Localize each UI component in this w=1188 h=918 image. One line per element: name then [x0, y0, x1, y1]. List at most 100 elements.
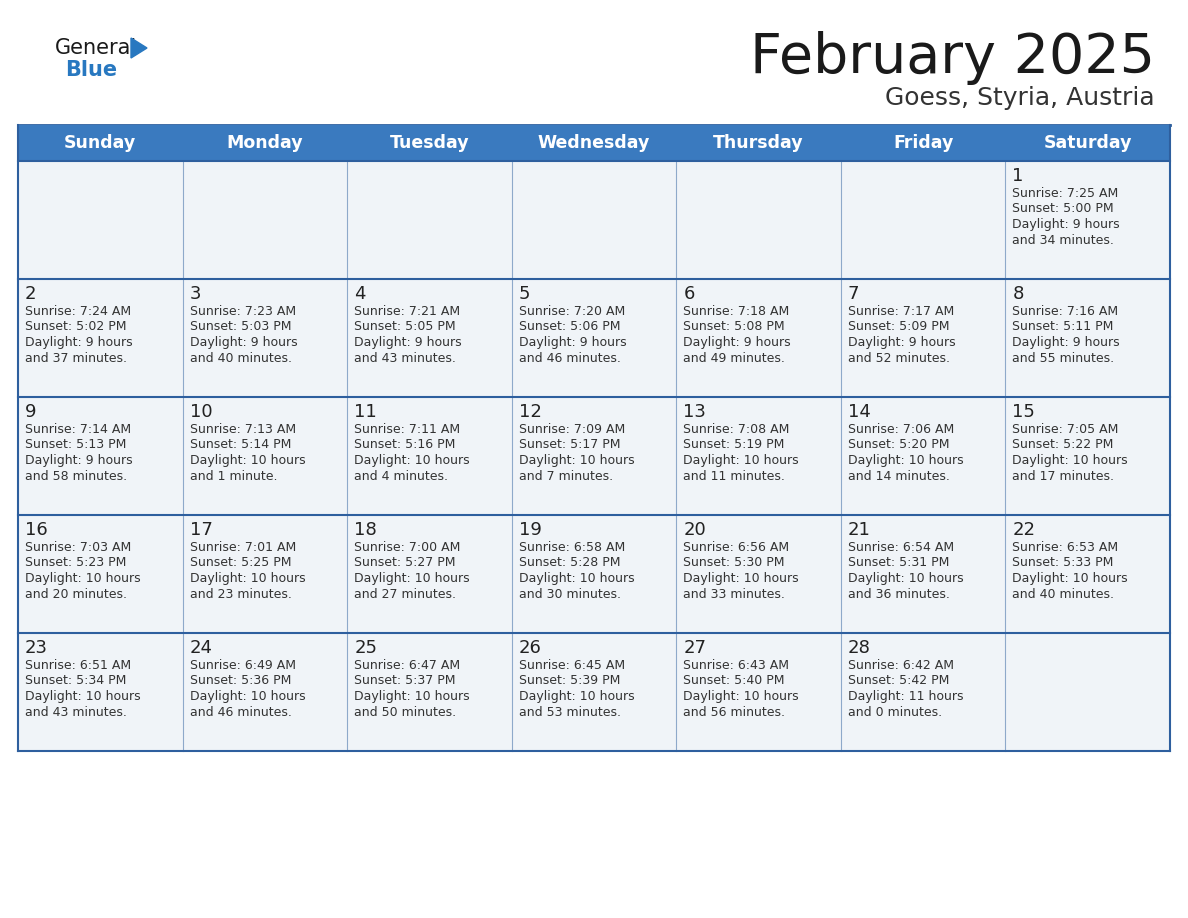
- Text: Daylight: 10 hours: Daylight: 10 hours: [683, 572, 798, 585]
- Text: and 37 minutes.: and 37 minutes.: [25, 352, 127, 364]
- Text: Sunset: 5:09 PM: Sunset: 5:09 PM: [848, 320, 949, 333]
- Text: Sunrise: 7:01 AM: Sunrise: 7:01 AM: [190, 541, 296, 554]
- Text: Sunset: 5:31 PM: Sunset: 5:31 PM: [848, 556, 949, 569]
- Text: 24: 24: [190, 639, 213, 657]
- Text: Sunrise: 7:11 AM: Sunrise: 7:11 AM: [354, 423, 460, 436]
- Text: Sunrise: 7:23 AM: Sunrise: 7:23 AM: [190, 305, 296, 318]
- Text: 2: 2: [25, 285, 37, 303]
- Bar: [18, 397, 1170, 515]
- Text: Sunrise: 6:43 AM: Sunrise: 6:43 AM: [683, 659, 789, 672]
- Text: Daylight: 9 hours: Daylight: 9 hours: [848, 336, 955, 349]
- Text: Tuesday: Tuesday: [390, 134, 469, 152]
- Text: Sunset: 5:40 PM: Sunset: 5:40 PM: [683, 675, 785, 688]
- Text: Sunday: Sunday: [64, 134, 137, 152]
- Text: Saturday: Saturday: [1043, 134, 1132, 152]
- Polygon shape: [131, 38, 147, 58]
- Text: Goess, Styria, Austria: Goess, Styria, Austria: [885, 86, 1155, 110]
- Text: Daylight: 10 hours: Daylight: 10 hours: [354, 454, 469, 467]
- Text: 20: 20: [683, 521, 706, 539]
- Text: Monday: Monday: [227, 134, 303, 152]
- Text: 6: 6: [683, 285, 695, 303]
- Text: Blue: Blue: [65, 60, 118, 80]
- Text: Sunset: 5:16 PM: Sunset: 5:16 PM: [354, 439, 455, 452]
- Text: 13: 13: [683, 403, 706, 421]
- Text: Sunrise: 7:20 AM: Sunrise: 7:20 AM: [519, 305, 625, 318]
- Text: Sunset: 5:08 PM: Sunset: 5:08 PM: [683, 320, 785, 333]
- Text: Sunset: 5:00 PM: Sunset: 5:00 PM: [1012, 203, 1114, 216]
- Text: 17: 17: [190, 521, 213, 539]
- Text: Sunset: 5:11 PM: Sunset: 5:11 PM: [1012, 320, 1114, 333]
- Text: Sunrise: 7:13 AM: Sunrise: 7:13 AM: [190, 423, 296, 436]
- Bar: [18, 279, 1170, 397]
- Text: Daylight: 10 hours: Daylight: 10 hours: [25, 690, 140, 703]
- Text: Daylight: 10 hours: Daylight: 10 hours: [1012, 454, 1129, 467]
- Text: Sunset: 5:42 PM: Sunset: 5:42 PM: [848, 675, 949, 688]
- Text: and 20 minutes.: and 20 minutes.: [25, 588, 127, 600]
- Text: Sunrise: 7:08 AM: Sunrise: 7:08 AM: [683, 423, 790, 436]
- Text: 1: 1: [1012, 167, 1024, 185]
- Text: Daylight: 9 hours: Daylight: 9 hours: [1012, 336, 1120, 349]
- Text: and 17 minutes.: and 17 minutes.: [1012, 469, 1114, 483]
- Text: Daylight: 10 hours: Daylight: 10 hours: [25, 572, 140, 585]
- Text: Sunrise: 7:24 AM: Sunrise: 7:24 AM: [25, 305, 131, 318]
- Bar: [18, 161, 1170, 279]
- Text: Sunset: 5:03 PM: Sunset: 5:03 PM: [190, 320, 291, 333]
- Text: and 50 minutes.: and 50 minutes.: [354, 706, 456, 719]
- Text: Sunrise: 7:03 AM: Sunrise: 7:03 AM: [25, 541, 131, 554]
- Text: 21: 21: [848, 521, 871, 539]
- Text: Sunrise: 7:14 AM: Sunrise: 7:14 AM: [25, 423, 131, 436]
- Text: Sunrise: 6:47 AM: Sunrise: 6:47 AM: [354, 659, 460, 672]
- Text: Daylight: 10 hours: Daylight: 10 hours: [190, 454, 305, 467]
- Text: Daylight: 10 hours: Daylight: 10 hours: [848, 572, 963, 585]
- Text: and 46 minutes.: and 46 minutes.: [519, 352, 620, 364]
- Text: Sunset: 5:17 PM: Sunset: 5:17 PM: [519, 439, 620, 452]
- Text: Daylight: 9 hours: Daylight: 9 hours: [25, 336, 133, 349]
- Text: Sunset: 5:28 PM: Sunset: 5:28 PM: [519, 556, 620, 569]
- Text: Sunrise: 7:05 AM: Sunrise: 7:05 AM: [1012, 423, 1119, 436]
- Text: Daylight: 10 hours: Daylight: 10 hours: [1012, 572, 1129, 585]
- Text: Daylight: 9 hours: Daylight: 9 hours: [190, 336, 297, 349]
- Text: Sunset: 5:25 PM: Sunset: 5:25 PM: [190, 556, 291, 569]
- Text: 23: 23: [25, 639, 48, 657]
- Text: 8: 8: [1012, 285, 1024, 303]
- Text: and 56 minutes.: and 56 minutes.: [683, 706, 785, 719]
- Text: 25: 25: [354, 639, 377, 657]
- Text: Sunrise: 7:16 AM: Sunrise: 7:16 AM: [1012, 305, 1119, 318]
- Text: Wednesday: Wednesday: [538, 134, 650, 152]
- Text: Daylight: 9 hours: Daylight: 9 hours: [354, 336, 462, 349]
- Text: and 40 minutes.: and 40 minutes.: [1012, 588, 1114, 600]
- Bar: [18, 515, 1170, 633]
- Text: and 36 minutes.: and 36 minutes.: [848, 588, 949, 600]
- Text: Daylight: 9 hours: Daylight: 9 hours: [25, 454, 133, 467]
- Text: 4: 4: [354, 285, 366, 303]
- Text: and 43 minutes.: and 43 minutes.: [25, 706, 127, 719]
- Text: Daylight: 9 hours: Daylight: 9 hours: [519, 336, 626, 349]
- Text: 11: 11: [354, 403, 377, 421]
- Text: Sunset: 5:06 PM: Sunset: 5:06 PM: [519, 320, 620, 333]
- Bar: [18, 633, 1170, 751]
- Text: 28: 28: [848, 639, 871, 657]
- Text: 9: 9: [25, 403, 37, 421]
- Text: and 27 minutes.: and 27 minutes.: [354, 588, 456, 600]
- Text: and 53 minutes.: and 53 minutes.: [519, 706, 620, 719]
- Text: Sunset: 5:05 PM: Sunset: 5:05 PM: [354, 320, 456, 333]
- Text: and 34 minutes.: and 34 minutes.: [1012, 233, 1114, 247]
- Text: Sunset: 5:23 PM: Sunset: 5:23 PM: [25, 556, 126, 569]
- Text: Sunrise: 7:17 AM: Sunrise: 7:17 AM: [848, 305, 954, 318]
- Text: and 7 minutes.: and 7 minutes.: [519, 469, 613, 483]
- Text: 5: 5: [519, 285, 530, 303]
- Text: February 2025: February 2025: [750, 31, 1155, 85]
- Text: Sunset: 5:27 PM: Sunset: 5:27 PM: [354, 556, 456, 569]
- Text: and 4 minutes.: and 4 minutes.: [354, 469, 448, 483]
- Text: Sunset: 5:39 PM: Sunset: 5:39 PM: [519, 675, 620, 688]
- Text: Sunset: 5:37 PM: Sunset: 5:37 PM: [354, 675, 456, 688]
- Text: Sunrise: 7:06 AM: Sunrise: 7:06 AM: [848, 423, 954, 436]
- Text: and 43 minutes.: and 43 minutes.: [354, 352, 456, 364]
- Text: Sunset: 5:22 PM: Sunset: 5:22 PM: [1012, 439, 1114, 452]
- Text: Daylight: 10 hours: Daylight: 10 hours: [519, 690, 634, 703]
- Text: Friday: Friday: [893, 134, 953, 152]
- Text: Sunset: 5:13 PM: Sunset: 5:13 PM: [25, 439, 126, 452]
- Text: Daylight: 10 hours: Daylight: 10 hours: [848, 454, 963, 467]
- Text: 18: 18: [354, 521, 377, 539]
- Text: Daylight: 10 hours: Daylight: 10 hours: [519, 572, 634, 585]
